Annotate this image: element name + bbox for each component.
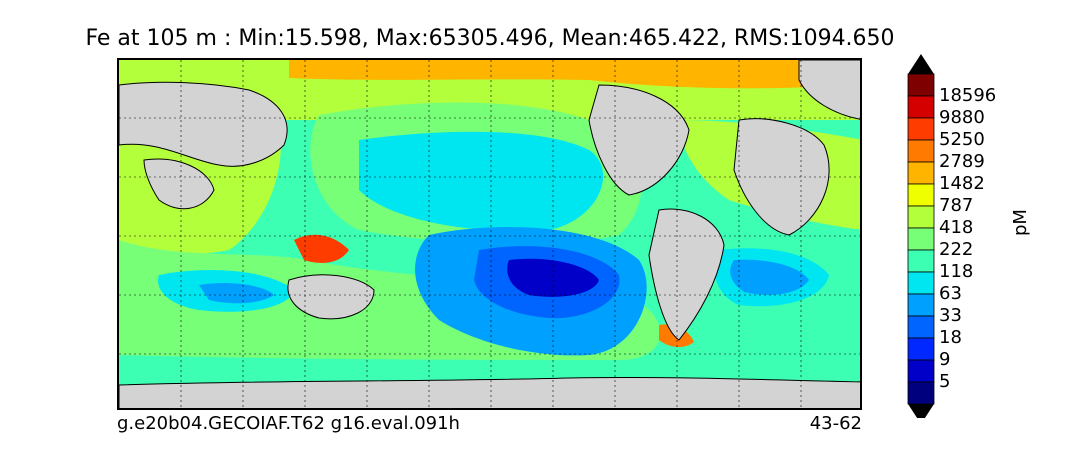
colorbar-tick-label: 2789: [939, 151, 985, 172]
contour-map: [119, 60, 860, 408]
colorbar-cell: [907, 95, 935, 119]
colorbar-cell: [907, 315, 935, 339]
colorbar: [907, 54, 935, 418]
colorbar-tick-label: 18596: [939, 85, 997, 106]
colorbar-cell: [907, 205, 935, 229]
colorbar-tick-label: 33: [939, 305, 962, 326]
map-panel: [117, 58, 862, 410]
colorbar-extend-top: [908, 54, 934, 74]
colorbar-tick-label: 1482: [939, 173, 985, 194]
colorbar-tick-label: 9880: [939, 107, 985, 128]
colorbar-tick-label: 18: [939, 327, 962, 348]
contour-band-sind-core: [199, 283, 274, 304]
colorbar-tick-label: 222: [939, 239, 974, 260]
colorbar-cell: [907, 381, 935, 405]
footer-case-name: g.e20b04.GECOIAF.T62 g16.eval.091h: [117, 413, 460, 434]
land-eurasia-east: [798, 60, 860, 120]
contour-band-satl-core: [730, 259, 809, 295]
colorbar-tick-label: 118: [939, 261, 974, 282]
colorbar-cell: [907, 73, 935, 97]
colorbar-cell: [907, 271, 935, 295]
land-asia: [119, 81, 288, 167]
colorbar-cell: [907, 227, 935, 251]
plot-title: Fe at 105 m : Min:15.598, Max:65305.496,…: [85, 26, 895, 51]
colorbar-tick-label: 9: [939, 349, 951, 370]
contour-band-indonesia: [294, 234, 349, 263]
contour-band-spac-min: [507, 258, 599, 297]
contour-band-npac-low: [359, 131, 604, 231]
land-south-america: [648, 208, 725, 341]
colorbar-cell: [907, 139, 935, 163]
colorbar-cell: [907, 359, 935, 383]
land-antarctica: [119, 376, 860, 408]
land-australia: [287, 274, 375, 320]
colorbar-tick-label: 5250: [939, 129, 985, 150]
colorbar-cell: [907, 249, 935, 273]
colorbar-cell: [907, 293, 935, 317]
colorbar-cell: [907, 161, 935, 185]
colorbar-tick-label: 63: [939, 283, 962, 304]
colorbar-extend-bottom: [908, 404, 934, 418]
contour-band-arctic-high: [289, 60, 859, 89]
colorbar-cell: [907, 183, 935, 207]
colorbar-tick-label: 787: [939, 195, 974, 216]
colorbar-cell: [907, 337, 935, 361]
land-africa-europe: [733, 118, 830, 236]
land-india: [143, 158, 215, 210]
colorbar-tick-label: 5: [939, 371, 951, 392]
colorbar-cell: [907, 117, 935, 141]
colorbar-unit-label: pM: [1010, 209, 1031, 236]
graticule: [119, 60, 860, 408]
colorbar-tick-label: 418: [939, 217, 974, 238]
land-north-america: [588, 84, 690, 196]
footer-years: 43-62: [809, 413, 862, 434]
